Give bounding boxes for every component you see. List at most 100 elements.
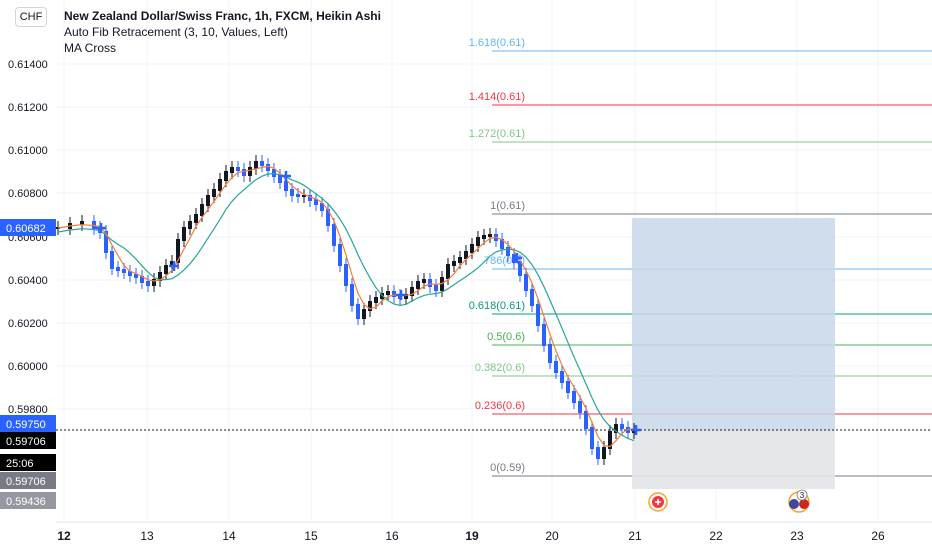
indicator-ma-label[interactable]: MA Cross — [64, 41, 117, 55]
price-tick-label: 0.61000 — [8, 145, 48, 157]
price-badge — [0, 432, 56, 449]
price-badge — [0, 219, 56, 236]
price-badge-label: 0.59706 — [6, 476, 46, 488]
candle-body — [602, 447, 606, 459]
candle-body — [134, 274, 138, 278]
candle-body — [464, 251, 468, 259]
time-tick-label: 13 — [140, 529, 154, 543]
price-badge-label: 0.60682 — [6, 223, 46, 235]
candle-body — [548, 344, 552, 363]
candle-body — [506, 247, 510, 256]
candle-body — [362, 309, 366, 319]
event-group-icon[interactable]: 3 — [788, 489, 810, 513]
candle-body — [224, 171, 228, 181]
candle-body — [458, 257, 462, 263]
candle-body — [566, 381, 570, 393]
candle-body — [302, 195, 306, 197]
price-tick-label: 0.61400 — [8, 59, 48, 71]
position-box-upper[interactable] — [632, 218, 835, 430]
candle-body — [218, 179, 222, 191]
candle-body — [368, 301, 372, 311]
candle-body — [338, 244, 342, 266]
fib-level-label: 1(0.61) — [490, 200, 525, 212]
price-badge — [0, 415, 56, 432]
fib-retracement: 1.618(0.61) 1.414(0.61) 1.272(0.61) 1(0.61)… — [469, 37, 932, 477]
candle-body — [158, 272, 162, 281]
candle-body — [242, 169, 246, 176]
time-tick-label: 26 — [871, 529, 885, 543]
time-tick-label: 12 — [57, 529, 71, 543]
candle-body — [104, 231, 108, 253]
price-axis: 0.614000.612000.610000.608000.606000.604… — [8, 59, 48, 416]
candle-body — [332, 224, 336, 246]
position-box-lower[interactable] — [632, 430, 835, 489]
candle-body — [296, 194, 300, 197]
candle-body — [314, 199, 318, 205]
candle-body — [590, 427, 594, 449]
candle-body — [188, 221, 192, 229]
time-tick-label: 14 — [222, 529, 236, 543]
candle-body — [614, 424, 618, 433]
price-badge-label: 0.59750 — [6, 419, 46, 431]
price-tick-label: 0.60400 — [8, 275, 48, 287]
candle-body — [146, 281, 150, 286]
candle-body — [230, 167, 234, 173]
candle-body — [80, 221, 84, 225]
candle-body — [422, 279, 426, 283]
candle-body — [164, 265, 168, 274]
candle-body — [500, 239, 504, 249]
time-tick-label: 23 — [790, 529, 804, 543]
price-tick-label: 0.60800 — [8, 188, 48, 200]
ma-cross-marker — [631, 425, 641, 435]
candle-body — [116, 267, 120, 271]
candle-body — [308, 195, 312, 201]
candle-body — [176, 239, 180, 263]
price-badge — [0, 492, 56, 509]
candle-body — [128, 271, 132, 276]
ma-fast-line — [57, 165, 635, 448]
chart-legend: New Zealand Dollar/Swiss Franc, 1h, FXCM… — [64, 8, 381, 56]
candle-body — [410, 287, 414, 296]
candle-body — [278, 175, 282, 183]
candle-body — [392, 291, 396, 297]
candle-body — [260, 161, 264, 166]
candle-body — [140, 276, 144, 283]
candle-body — [476, 237, 480, 246]
price-tick-label: 0.60000 — [8, 361, 48, 373]
candle-body — [596, 447, 600, 459]
price-badge-label: 25:06 — [6, 458, 34, 470]
candle-body — [374, 297, 378, 303]
candle-body — [284, 181, 288, 191]
candle-body — [248, 167, 252, 176]
candle-body — [608, 431, 612, 449]
candle-body — [290, 189, 294, 196]
event-count: 3 — [800, 491, 805, 500]
price-badge-label: 0.59706 — [6, 436, 46, 448]
candle-body — [356, 304, 360, 319]
time-axis: 12 13 14 15 16 19 20 21 22 23 26 — [56, 521, 932, 543]
candle-body — [404, 294, 408, 299]
ma-slow-line — [57, 172, 635, 442]
time-tick-label: 20 — [545, 529, 559, 543]
candle-body — [620, 424, 624, 429]
candle-body — [542, 324, 546, 346]
candle-body — [266, 164, 270, 171]
fib-level-label: 1.414(0.61) — [469, 91, 525, 103]
candle-body — [386, 291, 390, 295]
event-icon[interactable] — [648, 492, 668, 512]
candle-body — [554, 361, 558, 373]
fib-level-label: 1.272(0.61) — [469, 128, 525, 140]
ma-cross-marker — [512, 253, 522, 263]
candle-body — [344, 264, 348, 286]
candle-body — [428, 279, 432, 287]
indicator-fib-label[interactable]: Auto Fib Retracement (3, 10, Values, Lef… — [64, 25, 288, 39]
candle-body — [182, 227, 186, 241]
candle-body — [320, 203, 324, 211]
currency-button[interactable]: CHF — [15, 7, 47, 27]
candle-body — [560, 371, 564, 383]
price-tick-label: 0.59800 — [8, 404, 48, 416]
price-badge — [0, 454, 56, 471]
ma-cross-marker — [396, 290, 406, 300]
candle-body — [122, 269, 126, 273]
